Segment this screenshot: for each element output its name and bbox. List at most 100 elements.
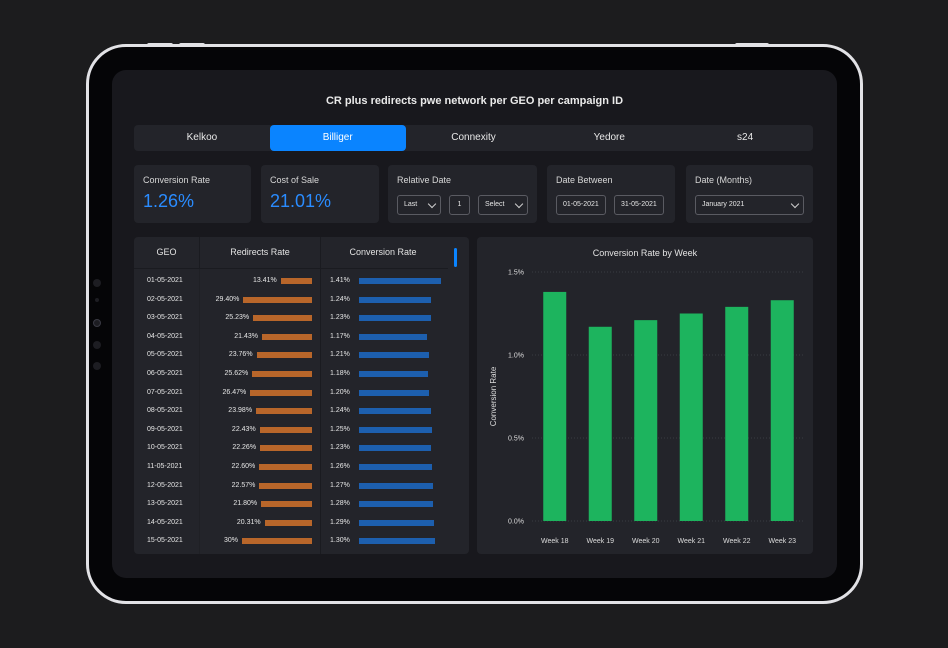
cost-of-sale-label: Cost of Sale: [270, 175, 320, 185]
redirects-cell: 20.31%: [236, 518, 261, 526]
redirects-cell: 22.60%: [231, 463, 256, 470]
table-row[interactable]: 09-05-2021 22.43% 1.25%: [134, 421, 448, 439]
date-to-input[interactable]: 31-05-2021: [614, 195, 664, 215]
geo-column-header[interactable]: GEO: [156, 247, 177, 257]
tab-kelkoo[interactable]: Kelkoo: [186, 132, 218, 143]
table-row[interactable]: 15-05-2021 30% 1.30%: [134, 532, 448, 550]
table-row[interactable]: 11-05-2021 22.60% 1.26%: [134, 458, 448, 476]
relative-date-filter: Relative Date Last 1 Select: [388, 165, 537, 223]
dashboard-title: CR plus redirects pwe network per GEO pe…: [325, 95, 624, 107]
geo-table-panel: GEO Redirects Rate Conversion Rate 01-05…: [134, 237, 469, 554]
chart-bar[interactable]: [634, 320, 658, 521]
conversion-bar: [359, 445, 431, 452]
conversion-rate-chart: 0.0% 0.5% 1.0% 1.5% Conversion Rate Week 18 We…: [489, 270, 805, 545]
table-row[interactable]: 01-05-2021 13.41% 1.41%: [134, 272, 448, 290]
chart-bar[interactable]: [725, 306, 749, 521]
table-row[interactable]: 07-05-2021 26.47% 1.20%: [134, 384, 448, 402]
table-row[interactable]: 12-05-2021 22.57% 1.27%: [134, 477, 448, 495]
conversion-cell: 1.28%: [330, 500, 350, 508]
conversion-bar: [359, 352, 430, 359]
geo-cell: 07-05-2021: [147, 388, 183, 396]
conversion-bar: [359, 538, 435, 545]
relative-date-label: Relative Date: [397, 175, 452, 185]
conversion-cell: 1.29%: [330, 518, 350, 526]
table-row[interactable]: 14-05-2021 20.31% 1.29%: [134, 514, 448, 532]
tablet-sensor-dot: [95, 298, 99, 302]
conversion-cell: 1.23%: [330, 444, 350, 452]
table-row[interactable]: 10-05-2021 22.26% 1.23%: [134, 439, 448, 457]
conversion-bar: [359, 464, 433, 470]
conversion-cell: 1.21%: [330, 351, 350, 359]
redirects-bar: [262, 333, 312, 340]
redirects-bar: [250, 389, 312, 396]
table-row[interactable]: 02-05-2021 29.40% 1.24%: [134, 291, 448, 309]
date-months-select[interactable]: January 2021: [695, 195, 804, 215]
geo-cell: 13-05-2021: [147, 500, 183, 508]
relative-unit-select[interactable]: Select: [478, 195, 528, 215]
chevron-down-icon: [790, 199, 800, 209]
table-row[interactable]: 13-05-2021 21.80% 1.28%: [134, 495, 448, 513]
redirects-bar: [259, 482, 312, 489]
table-row[interactable]: 04-05-2021 21.43% 1.17%: [134, 328, 448, 346]
chart-bar[interactable]: [543, 291, 567, 521]
conversion-rate-label: Conversion Rate: [143, 175, 211, 185]
column-divider: [320, 237, 321, 554]
redirects-column-header[interactable]: Redirects Rate: [230, 247, 290, 257]
redirects-bar: [253, 315, 312, 322]
tab-yedore[interactable]: Yedore: [593, 132, 625, 143]
table-row[interactable]: 08-05-2021 23.98% 1.24%: [134, 402, 448, 420]
chart-bar[interactable]: [588, 326, 612, 521]
conversion-bar: [359, 482, 433, 489]
y-tick-label: 1.5%: [508, 270, 524, 277]
conversion-cell: 1.41%: [330, 277, 350, 284]
redirects-bar: [260, 445, 312, 452]
y-tick-label: 0.5%: [508, 436, 524, 443]
y-tick-label: 0.0%: [508, 519, 524, 526]
table-row[interactable]: 03-05-2021 25.23% 1.23%: [134, 309, 448, 327]
redirects-cell: 23.76%: [228, 351, 253, 359]
y-axis-label: Conversion Rate: [489, 366, 498, 426]
chart-bar[interactable]: [679, 313, 703, 522]
geo-cell: 10-05-2021: [147, 444, 183, 452]
geo-cell: 04-05-2021: [147, 332, 183, 340]
x-tick-label: Week 21: [678, 538, 706, 545]
redirects-cell: 13.41%: [252, 277, 277, 284]
tablet-sensor-dot: [93, 362, 101, 370]
cost-of-sale-value: 21.01%: [270, 191, 332, 211]
conversion-bar: [359, 389, 429, 396]
redirects-bar: [252, 371, 312, 377]
conversion-bar: [359, 501, 434, 508]
tab-s24[interactable]: s24: [737, 132, 754, 143]
table-scrollbar[interactable]: [454, 248, 457, 267]
conversion-column-header[interactable]: Conversion Rate: [349, 247, 417, 257]
redirects-cell: 25.23%: [225, 314, 250, 322]
redirects-bar: [261, 501, 312, 508]
table-row[interactable]: 06-05-2021 25.62% 1.18%: [134, 365, 448, 383]
date-from-value: 01-05-2021: [563, 201, 599, 208]
column-divider: [199, 268, 200, 554]
tab-billiger[interactable]: Billiger: [269, 125, 406, 151]
relative-period-select[interactable]: Last: [397, 195, 441, 215]
chart-bar[interactable]: [770, 300, 794, 521]
geo-cell: 01-05-2021: [147, 277, 183, 284]
redirects-cell: 22.26%: [232, 444, 257, 452]
x-tick-label: Week 18: [541, 538, 569, 545]
geo-cell: 05-05-2021: [147, 351, 183, 359]
column-divider: [199, 237, 200, 268]
relative-period-value: Last: [404, 201, 418, 208]
chart-title: Conversion Rate by Week: [592, 248, 698, 258]
redirects-bar: [256, 408, 312, 415]
conversion-bar: [359, 296, 432, 303]
tablet-camera-dot: [93, 319, 101, 327]
relative-unit-value: Select: [485, 201, 505, 208]
date-from-input[interactable]: 01-05-2021: [556, 195, 606, 215]
x-tick-label: Week 19: [587, 538, 615, 545]
redirects-bar: [243, 296, 312, 303]
relative-number-value: 1: [457, 201, 462, 208]
geo-cell: 03-05-2021: [147, 314, 183, 322]
table-row[interactable]: 05-05-2021 23.76% 1.21%: [134, 346, 448, 364]
relative-number-input[interactable]: 1: [449, 195, 470, 215]
tab-connexity[interactable]: Connexity: [451, 132, 496, 143]
conversion-cell: 1.24%: [330, 295, 350, 303]
redirects-cell: 25.62%: [224, 370, 249, 377]
